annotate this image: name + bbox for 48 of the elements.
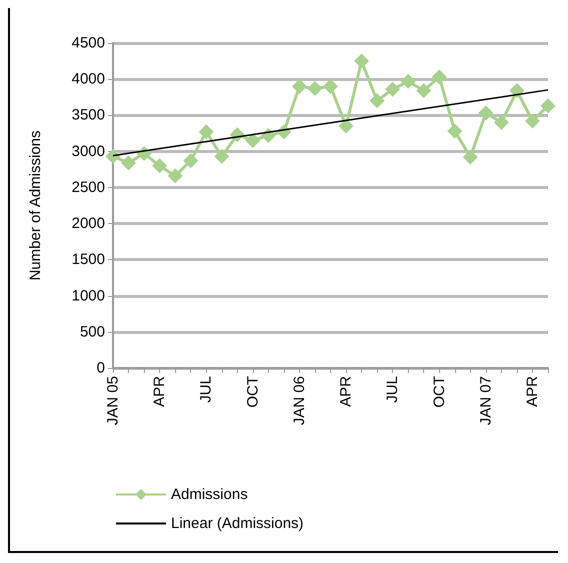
point (245, 133, 260, 148)
y-tick-label: 1500 (72, 251, 105, 268)
y-tick-label: 4000 (72, 70, 105, 88)
point (385, 82, 400, 97)
x-tick-label: JAN 05 (104, 376, 122, 426)
point (494, 114, 509, 130)
y-tick-label: 3000 (72, 142, 105, 160)
point (509, 83, 524, 98)
point (168, 168, 183, 184)
point (292, 78, 307, 94)
point (183, 153, 198, 168)
y-tick-label: 0 (96, 360, 105, 376)
point (524, 114, 540, 128)
point (478, 106, 494, 121)
point (106, 148, 120, 164)
y-tick-label: 2500 (72, 178, 105, 196)
x-tick-label: OCT (244, 376, 262, 408)
point (432, 69, 447, 84)
x-tick-label: APR (151, 376, 168, 407)
point (416, 83, 432, 98)
y-tick-label: 2000 (72, 215, 105, 232)
y-axis-title: Number of Admissions (27, 130, 44, 281)
point (152, 158, 168, 174)
x-tick-label: OCT (430, 376, 448, 408)
x-tick-label: APR (524, 376, 541, 407)
point (370, 93, 385, 108)
point (307, 81, 322, 96)
x-tick-label: JAN 06 (290, 376, 308, 426)
x-tick-label: JAN 07 (477, 376, 494, 426)
x-tick-label: JUL (384, 376, 402, 403)
x-tick-label: APR (338, 376, 355, 407)
y-tick-label: 1000 (72, 287, 105, 304)
legend-label: Admissions (171, 486, 248, 503)
point (447, 124, 462, 139)
point (323, 78, 338, 94)
point (354, 54, 370, 69)
point (540, 98, 556, 114)
legend-label: Linear (Admissions) (171, 515, 304, 532)
point (462, 150, 478, 165)
point (198, 124, 214, 140)
point (400, 74, 416, 89)
y-tick-label: 3500 (72, 106, 105, 124)
y-tick-label: 500 (80, 323, 105, 340)
point (214, 148, 230, 164)
x-tick-label: JUL (198, 376, 215, 403)
point (338, 118, 354, 134)
point (121, 155, 136, 170)
y-tick-label: 4500 (72, 34, 105, 52)
